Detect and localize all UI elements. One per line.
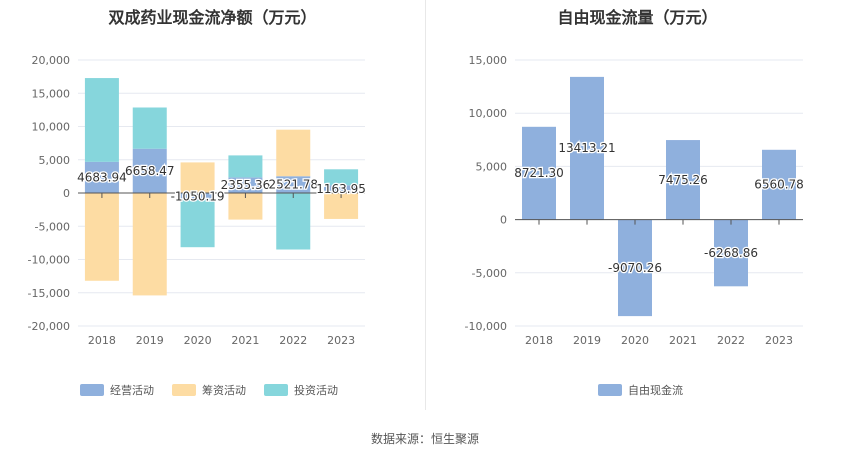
bar (666, 140, 700, 220)
bar (618, 219, 652, 317)
left-chart-title: 双成药业现金流净额（万元） (108, 8, 317, 27)
y-tick-label: 15,000 (32, 87, 71, 100)
data-source-note: 数据来源：恒生聚源 (370, 432, 479, 446)
bar-segment (324, 169, 359, 186)
data-label: -9070.26 (608, 261, 662, 275)
y-tick-label: 20,000 (32, 54, 71, 67)
x-tick-label: 2022 (717, 334, 745, 347)
y-tick-label: 10,000 (469, 107, 508, 120)
legend-swatch (598, 384, 622, 396)
bar-segment (132, 107, 167, 149)
cash-flow-net-chart: 20,000 15,000 10,000 5,000 0 -5,000 -10,000 -15… (28, 54, 368, 347)
right-chart-title: 自由现金流量（万元） (557, 8, 718, 27)
bar (714, 219, 748, 287)
legend-label: 自由现金流 (628, 384, 683, 397)
data-label: 8721.30 (514, 166, 564, 180)
y-tick-label: 10,000 (32, 121, 71, 134)
legend-item[interactable]: 自由现金流 (598, 382, 683, 398)
legend-label: 筹资活动 (202, 384, 246, 397)
x-tick-label: 2023 (327, 334, 355, 347)
right-legend: 自由现金流 (598, 382, 683, 398)
y-tick-label: 15,000 (469, 54, 508, 67)
legend-item[interactable]: 投资活动 (264, 382, 338, 398)
legend-item[interactable]: 经营活动 (80, 382, 154, 398)
legend-swatch (264, 384, 288, 396)
bar-segment (132, 193, 167, 296)
x-tick-label: 2023 (765, 334, 793, 347)
bar-segment (276, 193, 311, 250)
y-tick-label: -20,000 (28, 320, 70, 333)
legend-item[interactable]: 筹资活动 (172, 382, 246, 398)
y-tick-label: -5,000 (472, 267, 507, 280)
bar-segment (324, 185, 359, 193)
bar-segment (84, 193, 119, 281)
y-tick-label: 5,000 (39, 154, 71, 167)
x-tick-label: 2018 (525, 334, 553, 347)
y-tick-label: 0 (500, 214, 507, 227)
data-label: 1163.95 (316, 182, 366, 196)
data-label: 7475.26 (658, 173, 708, 187)
data-label: 6560.78 (754, 178, 804, 192)
x-tick-label: 2022 (279, 334, 307, 347)
data-label: -6268.86 (704, 246, 758, 260)
data-label: 13413.21 (558, 141, 615, 155)
free-cash-flow-chart: 15,000 10,000 5,000 0 -5,000 -10,000 2018 2019 2… (465, 54, 806, 347)
bar-segment (84, 78, 119, 162)
y-tick-label: -5,000 (35, 220, 70, 233)
x-tick-label: 2019 (136, 334, 164, 347)
y-tick-label: -10,000 (28, 254, 70, 267)
bar (570, 76, 604, 220)
bar-segment (228, 177, 263, 193)
bar-segment (132, 148, 167, 193)
bar-segment (84, 161, 119, 193)
bar-segment (276, 176, 311, 193)
legend-label: 经营活动 (110, 384, 154, 397)
data-label: 4683.94 (77, 170, 127, 184)
y-tick-label: 5,000 (476, 160, 508, 173)
data-label: 2521.78 (268, 178, 318, 192)
left-legend: 经营活动 筹资活动 投资活动 (80, 382, 338, 398)
x-tick-label: 2020 (621, 334, 649, 347)
bar-segment (180, 199, 215, 248)
x-tick-label: 2020 (184, 334, 212, 347)
bar-segment (276, 129, 311, 177)
data-label: 2355.36 (221, 178, 271, 192)
x-tick-label: 2021 (231, 334, 259, 347)
y-tick-label: -15,000 (28, 287, 70, 300)
x-tick-label: 2018 (88, 334, 116, 347)
y-tick-label: 0 (63, 187, 70, 200)
bar (762, 149, 796, 220)
bar (522, 126, 556, 220)
x-tick-label: 2021 (669, 334, 697, 347)
bar-segment (228, 155, 263, 178)
data-label: -1050.19 (171, 189, 225, 203)
x-tick-label: 2019 (573, 334, 601, 347)
legend-swatch (80, 384, 104, 396)
data-label: 6658.47 (125, 164, 175, 178)
legend-label: 投资活动 (294, 384, 338, 397)
y-tick-label: -10,000 (465, 320, 507, 333)
panel-divider (425, 0, 426, 410)
bar-segment (180, 162, 215, 193)
legend-swatch (172, 384, 196, 396)
